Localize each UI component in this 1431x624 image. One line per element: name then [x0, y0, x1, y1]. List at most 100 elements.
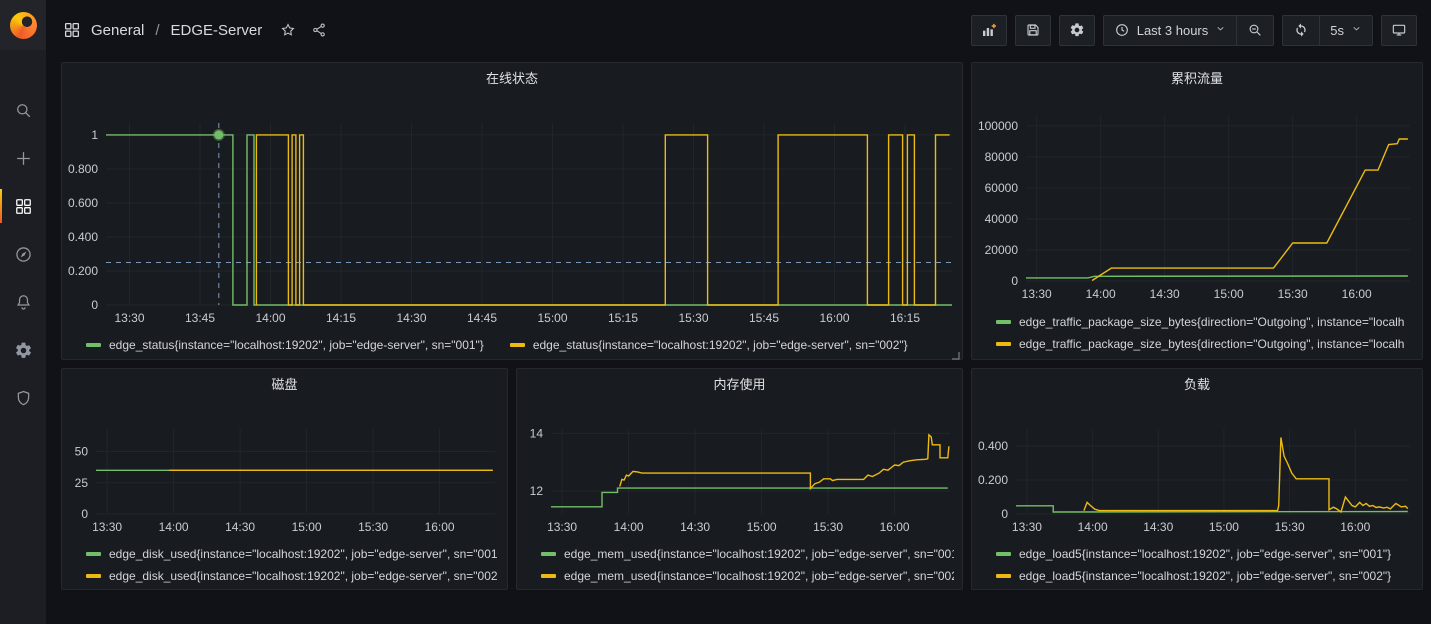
- series-name: edge_mem_used{instance="localhost:19202"…: [564, 569, 954, 583]
- dashboard-header: General / EDGE-Server Last 3 hours: [46, 0, 1431, 60]
- refresh-button[interactable]: [1283, 16, 1319, 45]
- panel-resize-handle[interactable]: [950, 347, 960, 357]
- legend-item[interactable]: edge_mem_used{instance="localhost:19202"…: [541, 543, 954, 565]
- share-icon[interactable]: [311, 22, 327, 38]
- svg-text:15:15: 15:15: [608, 311, 638, 325]
- panel-title[interactable]: 负载: [972, 369, 1422, 397]
- time-range-picker[interactable]: Last 3 hours: [1104, 16, 1237, 45]
- dashboard-settings-button[interactable]: [1059, 15, 1095, 46]
- svg-text:0.400: 0.400: [978, 439, 1008, 453]
- star-icon[interactable]: [280, 22, 296, 38]
- sidebar-item-search[interactable]: [0, 86, 46, 134]
- panel-cumulative-traffic: 累积流量 13:3014:0014:3015:0015:3016:0002000…: [971, 62, 1423, 360]
- svg-text:15:30: 15:30: [678, 311, 708, 325]
- svg-text:80000: 80000: [985, 150, 1019, 164]
- time-range-label: Last 3 hours: [1137, 23, 1209, 38]
- sidebar-item-dashboards[interactable]: [0, 182, 46, 230]
- time-series-chart[interactable]: 13:3014:0014:3015:0015:3016:0002550: [62, 397, 507, 543]
- series-name: edge_mem_used{instance="localhost:19202"…: [564, 547, 954, 561]
- save-dashboard-button[interactable]: [1015, 15, 1051, 46]
- svg-text:0: 0: [1011, 274, 1018, 288]
- add-panel-button[interactable]: [971, 15, 1007, 46]
- panel-title[interactable]: 累积流量: [972, 63, 1422, 91]
- series-swatch: [996, 574, 1011, 578]
- sidebar-item-create[interactable]: [0, 134, 46, 182]
- series-name: edge_disk_used{instance="localhost:19202…: [109, 547, 498, 561]
- svg-text:1: 1: [91, 128, 98, 142]
- svg-text:14:30: 14:30: [225, 520, 255, 534]
- series-name: edge_load5{instance="localhost:19202", j…: [1019, 547, 1391, 561]
- time-series-chart[interactable]: 13:3014:0014:3015:0015:3016:001214: [517, 397, 962, 543]
- svg-text:40000: 40000: [985, 212, 1019, 226]
- svg-text:14:00: 14:00: [1086, 287, 1116, 301]
- toolbar: Last 3 hours 5s: [971, 15, 1417, 46]
- legend-item[interactable]: edge_load5{instance="localhost:19202", j…: [996, 543, 1414, 565]
- sidebar-item-configuration[interactable]: [0, 326, 46, 374]
- svg-text:14:30: 14:30: [680, 520, 710, 534]
- dashboards-icon: [14, 197, 33, 216]
- panel-title[interactable]: 磁盘: [62, 369, 507, 397]
- svg-text:50: 50: [75, 445, 89, 459]
- refresh-interval-picker[interactable]: 5s: [1319, 16, 1372, 45]
- series-swatch: [510, 343, 525, 347]
- legend-item[interactable]: edge_status{instance="localhost:19202", …: [510, 338, 908, 352]
- dashboard-grid-icon: [63, 21, 81, 39]
- legend-item[interactable]: edge_mem_used{instance="localhost:19202"…: [541, 565, 954, 587]
- svg-text:15:30: 15:30: [1275, 520, 1305, 534]
- svg-text:13:30: 13:30: [1012, 520, 1042, 534]
- legend-item[interactable]: edge_status{instance="localhost:19202", …: [86, 338, 484, 352]
- grafana-logo[interactable]: [0, 0, 46, 50]
- svg-text:15:00: 15:00: [292, 520, 322, 534]
- legend: edge_traffic_package_size_bytes{directio…: [972, 311, 1422, 360]
- legend: edge_disk_used{instance="localhost:19202…: [62, 543, 507, 592]
- time-series-chart[interactable]: 13:3014:0014:3015:0015:3016:000200004000…: [972, 91, 1422, 311]
- legend: edge_load5{instance="localhost:19202", j…: [972, 543, 1422, 592]
- svg-text:0: 0: [91, 298, 98, 312]
- svg-text:16:00: 16:00: [425, 520, 455, 534]
- legend: edge_mem_used{instance="localhost:19202"…: [517, 543, 962, 592]
- panel-title[interactable]: 在线状态: [62, 63, 962, 91]
- sidebar-item-server-admin[interactable]: [0, 374, 46, 422]
- legend-item[interactable]: edge_load5{instance="localhost:19202", j…: [996, 565, 1414, 587]
- time-series-chart[interactable]: 13:3014:0014:3015:0015:3016:0000.2000.40…: [972, 397, 1422, 543]
- chevron-down-icon: [1351, 23, 1362, 34]
- shield-icon: [14, 389, 33, 408]
- legend-item[interactable]: edge_traffic_package_size_bytes{directio…: [996, 311, 1414, 333]
- svg-text:14:30: 14:30: [396, 311, 426, 325]
- svg-text:14:15: 14:15: [326, 311, 356, 325]
- sidebar-item-explore[interactable]: [0, 230, 46, 278]
- series-swatch: [86, 552, 101, 556]
- svg-text:13:45: 13:45: [185, 311, 215, 325]
- add-panel-icon: [981, 22, 997, 38]
- series-name: edge_load5{instance="localhost:19202", j…: [1019, 569, 1391, 583]
- svg-text:13:30: 13:30: [547, 520, 577, 534]
- svg-text:14:00: 14:00: [614, 520, 644, 534]
- series-swatch: [86, 343, 101, 347]
- series-name: edge_status{instance="localhost:19202", …: [109, 338, 484, 352]
- plus-icon: [14, 149, 33, 168]
- series-name: edge_traffic_package_size_bytes{directio…: [1019, 315, 1404, 329]
- breadcrumb-dashboard-title[interactable]: EDGE-Server: [171, 22, 263, 39]
- svg-text:100000: 100000: [978, 119, 1018, 133]
- svg-text:14:30: 14:30: [1150, 287, 1180, 301]
- breadcrumb-folder[interactable]: General: [91, 22, 144, 39]
- svg-text:0.200: 0.200: [68, 264, 98, 278]
- series-swatch: [541, 552, 556, 556]
- chevron-down-icon: [1215, 23, 1226, 34]
- legend-item[interactable]: edge_disk_used{instance="localhost:19202…: [86, 543, 499, 565]
- breadcrumb-separator: /: [154, 22, 160, 39]
- series-swatch: [996, 320, 1011, 324]
- sidebar-item-alerting[interactable]: [0, 278, 46, 326]
- svg-text:0.800: 0.800: [68, 162, 98, 176]
- svg-text:15:30: 15:30: [1278, 287, 1308, 301]
- refresh-interval-label: 5s: [1330, 23, 1344, 38]
- legend-item[interactable]: edge_disk_used{instance="localhost:19202…: [86, 565, 499, 587]
- clock-icon: [1114, 22, 1130, 38]
- cycle-view-mode-button[interactable]: [1381, 15, 1417, 46]
- panel-title[interactable]: 内存使用: [517, 369, 962, 397]
- panel-disk: 磁盘 13:3014:0014:3015:0015:3016:0002550 e…: [61, 368, 508, 590]
- legend-item[interactable]: edge_traffic_package_size_bytes{directio…: [996, 333, 1414, 355]
- time-series-chart[interactable]: 13:3013:4514:0014:1514:3014:4515:0015:15…: [62, 91, 962, 335]
- svg-text:15:45: 15:45: [749, 311, 779, 325]
- zoom-out-button[interactable]: [1236, 16, 1273, 45]
